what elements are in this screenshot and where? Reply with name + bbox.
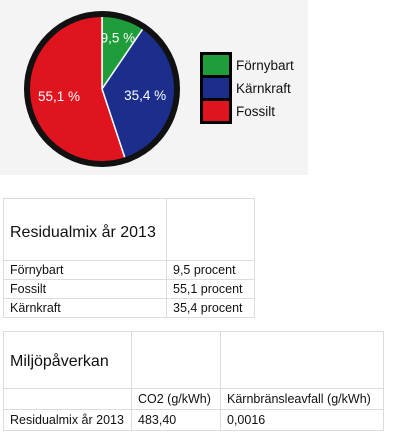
environment-table: Miljöpåverkan CO2 (g/kWh) Kärnbränsleavf… (3, 331, 384, 431)
legend-swatch-fossilt (203, 98, 229, 121)
legend-label-karnkraft: Kärnkraft (236, 81, 291, 96)
legend-swatches (200, 52, 232, 124)
legend-label-fornybart: Förnybart (236, 58, 294, 73)
row-label: Förnybart (3, 260, 167, 280)
row-label: Residualmix år 2013 (3, 409, 132, 431)
pie-label-fossilt: 55,1 % (38, 89, 80, 104)
pie-chart: 9,5 % 35,4 % 55,1 % (24, 11, 180, 167)
row-label: Fossilt (3, 279, 167, 299)
pie-label-karnkraft: 35,4 % (124, 88, 166, 103)
pie-label-fornybart: 9,5 % (101, 30, 136, 45)
table-row: Förnybart 9,5 procent (3, 260, 255, 280)
row-value: 55,1 procent (166, 279, 255, 299)
table-row: Residualmix år 2013 483,40 0,0016 (3, 409, 384, 431)
legend-label-fossilt: Fossilt (236, 104, 276, 119)
empty-cell (220, 331, 384, 389)
row-label: Kärnkraft (3, 298, 167, 318)
co2-value: 483,40 (131, 409, 221, 431)
empty-cell (3, 388, 132, 410)
waste-value: 0,0016 (220, 409, 384, 431)
table-row: Kärnkraft 35,4 procent (3, 298, 255, 318)
legend-swatch-fornybart (203, 55, 229, 75)
legend-swatch-karnkraft (203, 75, 229, 98)
row-value: 9,5 procent (166, 260, 255, 280)
empty-cell (131, 331, 221, 389)
row-value: 35,4 procent (166, 298, 255, 318)
pie-outline (24, 11, 180, 167)
table-header-row: CO2 (g/kWh) Kärnbränsleavfall (g/kWh) (3, 388, 384, 410)
empty-cell (166, 198, 255, 261)
column-header-co2: CO2 (g/kWh) (131, 388, 221, 410)
legend: Förnybart Kärnkraft Fossilt (236, 57, 294, 126)
column-header-waste: Kärnbränsleavfall (g/kWh) (220, 388, 384, 410)
residual-mix-table: Residualmix år 2013 Förnybart 9,5 procen… (3, 198, 255, 318)
environment-title: Miljöpåverkan (3, 331, 132, 389)
residual-mix-title: Residualmix år 2013 (3, 198, 167, 261)
table-row: Fossilt 55,1 procent (3, 279, 255, 299)
chart-panel: 9,5 % 35,4 % 55,1 % Förnybart Kärnkraft Fo… (0, 0, 308, 175)
